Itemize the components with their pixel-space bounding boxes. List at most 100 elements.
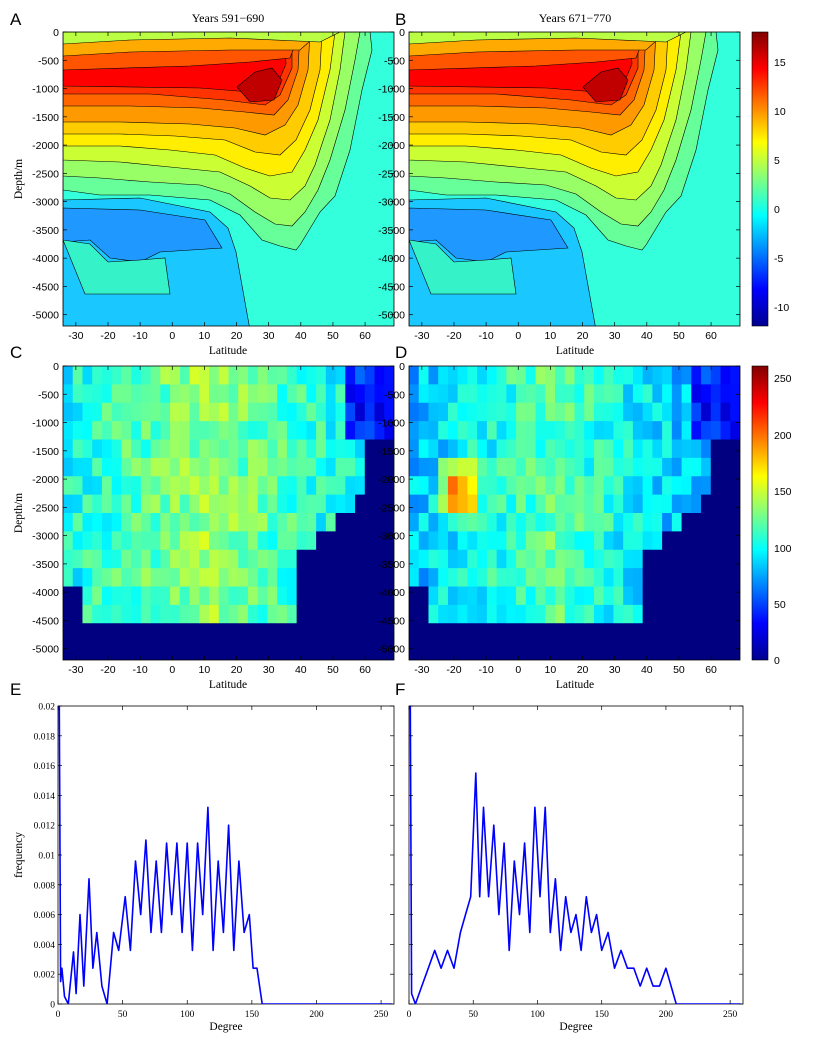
heatmap-cell: [335, 439, 346, 459]
heatmap-cell: [316, 531, 327, 551]
heatmap-cell: [603, 366, 615, 385]
heatmap-cell: [477, 641, 488, 660]
y-tick-label: -1500: [32, 112, 59, 124]
contour-level-max: [236, 67, 283, 103]
heatmap-cell: [710, 421, 722, 441]
heatmap-cell: [111, 402, 123, 422]
heatmap-cell: [160, 604, 171, 624]
x-tick-label: 50: [468, 1010, 478, 1020]
x-tick-label: 30: [609, 330, 621, 342]
heatmap-cell: [267, 439, 278, 459]
heatmap-cell: [150, 366, 161, 385]
heatmap-cell: [384, 402, 394, 422]
y-tick-label: 0.018: [34, 732, 56, 742]
x-tick-label: 20: [231, 330, 243, 342]
heatmap-cell: [701, 366, 712, 385]
heatmap-cell: [632, 641, 644, 660]
heatmap-cell: [603, 384, 615, 404]
heatmap-cell: [179, 568, 191, 588]
heatmap-cell: [671, 549, 683, 569]
heatmap-cell: [374, 384, 385, 404]
heatmap-cell: [652, 476, 663, 496]
heatmap-cell: [623, 623, 634, 643]
heatmap-cell: [457, 421, 469, 441]
heatmap-cell: [179, 641, 191, 660]
heatmap-cell: [170, 439, 181, 459]
heatmap-cell: [267, 402, 278, 422]
heatmap-cell: [681, 549, 692, 569]
heatmap-cell: [306, 439, 317, 459]
heatmap-cell: [150, 476, 161, 496]
x-tick-label: 20: [231, 664, 243, 676]
heatmap-cell: [218, 457, 230, 477]
colorbar-top-tick: 15: [774, 57, 786, 69]
heatmap-cell: [613, 623, 624, 643]
heatmap-cell: [306, 513, 317, 532]
heatmap-cell: [179, 476, 191, 496]
x-tick-label: 50: [118, 1010, 128, 1020]
heatmap-cell: [72, 641, 84, 660]
heatmap-cell: [277, 366, 288, 385]
heatmap-cell: [681, 384, 692, 404]
heatmap-cell: [63, 476, 74, 496]
heatmap-cell: [496, 494, 507, 514]
heatmap-cell: [730, 531, 740, 551]
heatmap-cell: [467, 513, 478, 532]
panel-a-xlabel: Latitude: [209, 345, 247, 357]
x-tick-label: 20: [577, 330, 589, 342]
panel-c-ylabel: Depth/m: [13, 493, 25, 533]
y-tick-label: -5000: [378, 644, 405, 656]
heatmap-cell: [447, 384, 459, 404]
heatmap-cell: [179, 531, 191, 551]
heatmap-cell: [409, 641, 420, 660]
x-tick-label: 10: [545, 664, 557, 676]
heatmap-cell: [189, 604, 200, 624]
heatmap-cell: [335, 586, 346, 606]
heatmap-cell: [681, 604, 692, 624]
heatmap-cell: [131, 604, 142, 624]
heatmap-cell: [516, 439, 527, 459]
heatmap-cell: [613, 641, 624, 660]
heatmap-cell: [355, 513, 366, 532]
heatmap-cell: [238, 623, 249, 643]
heatmap-cell: [286, 586, 298, 606]
heatmap-cell: [189, 439, 200, 459]
heatmap-cell: [111, 421, 123, 441]
heatmap-cell: [247, 384, 259, 404]
heatmap-cell: [374, 586, 385, 606]
heatmap-cell: [218, 549, 230, 569]
heatmap-cell: [121, 476, 132, 496]
heatmap-cell: [428, 366, 439, 385]
heatmap-cell: [189, 384, 200, 404]
heatmap-cell: [170, 604, 181, 624]
heatmap-cell: [486, 476, 498, 496]
heatmap-cell: [555, 623, 566, 643]
x-tick-label: 40: [641, 330, 653, 342]
heatmap-cell: [730, 476, 740, 496]
heatmap-cell: [316, 457, 327, 477]
heatmap-cell: [189, 421, 200, 441]
heatmap-cell: [325, 421, 337, 441]
heatmap-cell: [257, 494, 269, 514]
heatmap-cell: [101, 439, 113, 459]
heatmap-cell: [160, 586, 171, 606]
heatmap-cell: [477, 476, 488, 496]
x-tick-label: 10: [199, 664, 211, 676]
heatmap-cell: [701, 439, 712, 459]
heatmap-cell: [228, 457, 239, 477]
heatmap-cell: [555, 604, 566, 624]
heatmap-cell: [257, 476, 269, 496]
heatmap-cell: [228, 494, 239, 514]
heatmap-cell: [720, 457, 731, 477]
heatmap-cell: [662, 568, 673, 588]
heatmap-cell: [218, 439, 230, 459]
heatmap-cell: [730, 549, 740, 569]
heatmap-cell: [593, 604, 605, 624]
heatmap-cell: [652, 586, 663, 606]
heatmap-cell: [111, 476, 123, 496]
heatmap-cell: [584, 457, 595, 477]
heatmap-cell: [374, 641, 385, 660]
heatmap-cell: [720, 513, 731, 532]
heatmap-cell: [325, 586, 337, 606]
heatmap-cell: [101, 366, 113, 385]
